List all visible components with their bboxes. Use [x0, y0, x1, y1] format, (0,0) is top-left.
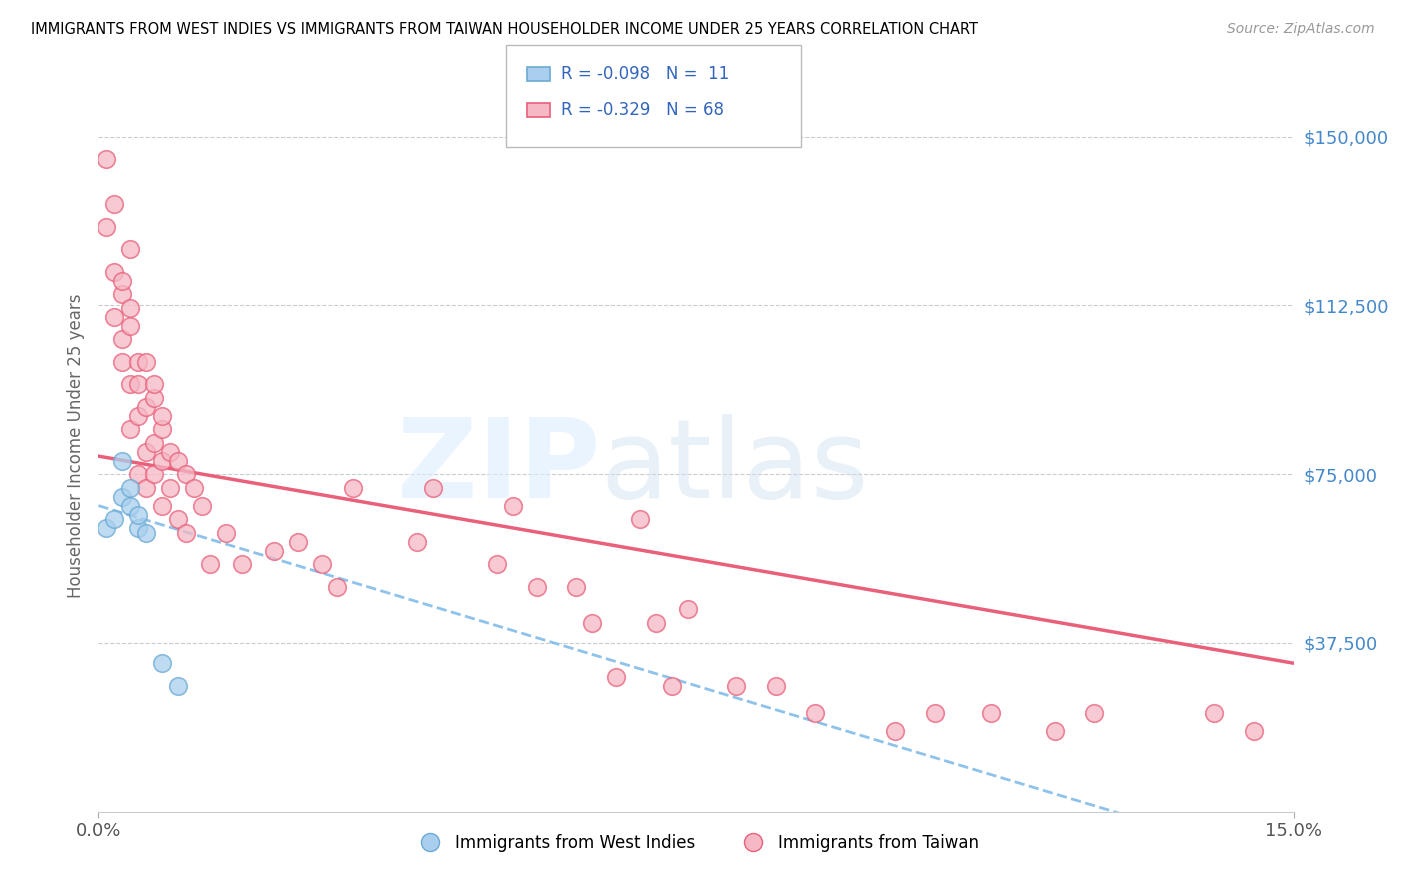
Point — [127, 354, 149, 368]
Point — [103, 310, 125, 324]
Point — [661, 679, 683, 693]
Point — [167, 453, 190, 467]
Point — [111, 287, 134, 301]
Point — [565, 580, 588, 594]
Point — [159, 481, 181, 495]
Point — [765, 679, 787, 693]
Point — [111, 490, 134, 504]
Point — [120, 377, 142, 392]
Point — [311, 557, 333, 571]
Point — [150, 409, 173, 423]
Point — [191, 499, 214, 513]
Point — [581, 615, 603, 630]
Point — [135, 525, 157, 540]
Point — [215, 525, 238, 540]
Point — [111, 332, 134, 346]
Point — [120, 318, 142, 333]
Point — [103, 512, 125, 526]
Point — [884, 723, 907, 738]
Point — [174, 467, 197, 482]
Point — [1202, 706, 1225, 720]
Point — [111, 354, 134, 368]
Point — [120, 481, 142, 495]
Point — [143, 391, 166, 405]
Point — [96, 219, 118, 234]
Point — [96, 521, 118, 535]
Point — [924, 706, 946, 720]
Point — [96, 152, 118, 166]
Point — [127, 508, 149, 522]
Point — [111, 274, 134, 288]
Legend: Immigrants from West Indies, Immigrants from Taiwan: Immigrants from West Indies, Immigrants … — [406, 827, 986, 858]
Point — [167, 512, 190, 526]
Point — [198, 557, 221, 571]
Point — [605, 670, 627, 684]
Text: R = -0.098   N =  11: R = -0.098 N = 11 — [561, 65, 730, 83]
Point — [676, 602, 699, 616]
Point — [1043, 723, 1066, 738]
Point — [150, 453, 173, 467]
Point — [150, 422, 173, 436]
Point — [135, 400, 157, 414]
Point — [485, 557, 508, 571]
Point — [150, 499, 173, 513]
Point — [422, 481, 444, 495]
Point — [103, 197, 125, 211]
Point — [174, 525, 197, 540]
Point — [159, 444, 181, 458]
Point — [1083, 706, 1105, 720]
Point — [263, 543, 285, 558]
Point — [183, 481, 205, 495]
Point — [804, 706, 827, 720]
Text: R = -0.329   N = 68: R = -0.329 N = 68 — [561, 101, 724, 119]
Point — [231, 557, 253, 571]
Text: ZIP: ZIP — [396, 415, 600, 522]
Point — [167, 679, 190, 693]
Point — [143, 377, 166, 392]
Point — [120, 422, 142, 436]
Point — [103, 264, 125, 278]
Point — [150, 656, 173, 670]
Y-axis label: Householder Income Under 25 years: Householder Income Under 25 years — [66, 293, 84, 599]
Text: Source: ZipAtlas.com: Source: ZipAtlas.com — [1227, 22, 1375, 37]
Point — [127, 521, 149, 535]
Point — [111, 453, 134, 467]
Point — [120, 499, 142, 513]
Point — [287, 534, 309, 549]
Point — [342, 481, 364, 495]
Point — [120, 242, 142, 256]
Point — [724, 679, 747, 693]
Point — [502, 499, 524, 513]
Point — [143, 467, 166, 482]
Point — [645, 615, 668, 630]
Point — [127, 467, 149, 482]
Point — [127, 409, 149, 423]
Point — [980, 706, 1002, 720]
Point — [326, 580, 349, 594]
Point — [135, 481, 157, 495]
Text: atlas: atlas — [600, 415, 869, 522]
Point — [120, 301, 142, 315]
Text: IMMIGRANTS FROM WEST INDIES VS IMMIGRANTS FROM TAIWAN HOUSEHOLDER INCOME UNDER 2: IMMIGRANTS FROM WEST INDIES VS IMMIGRANT… — [31, 22, 979, 37]
Point — [406, 534, 429, 549]
Point — [135, 354, 157, 368]
Point — [1243, 723, 1265, 738]
Point — [127, 377, 149, 392]
Point — [135, 444, 157, 458]
Point — [143, 435, 166, 450]
Point — [628, 512, 651, 526]
Point — [526, 580, 548, 594]
